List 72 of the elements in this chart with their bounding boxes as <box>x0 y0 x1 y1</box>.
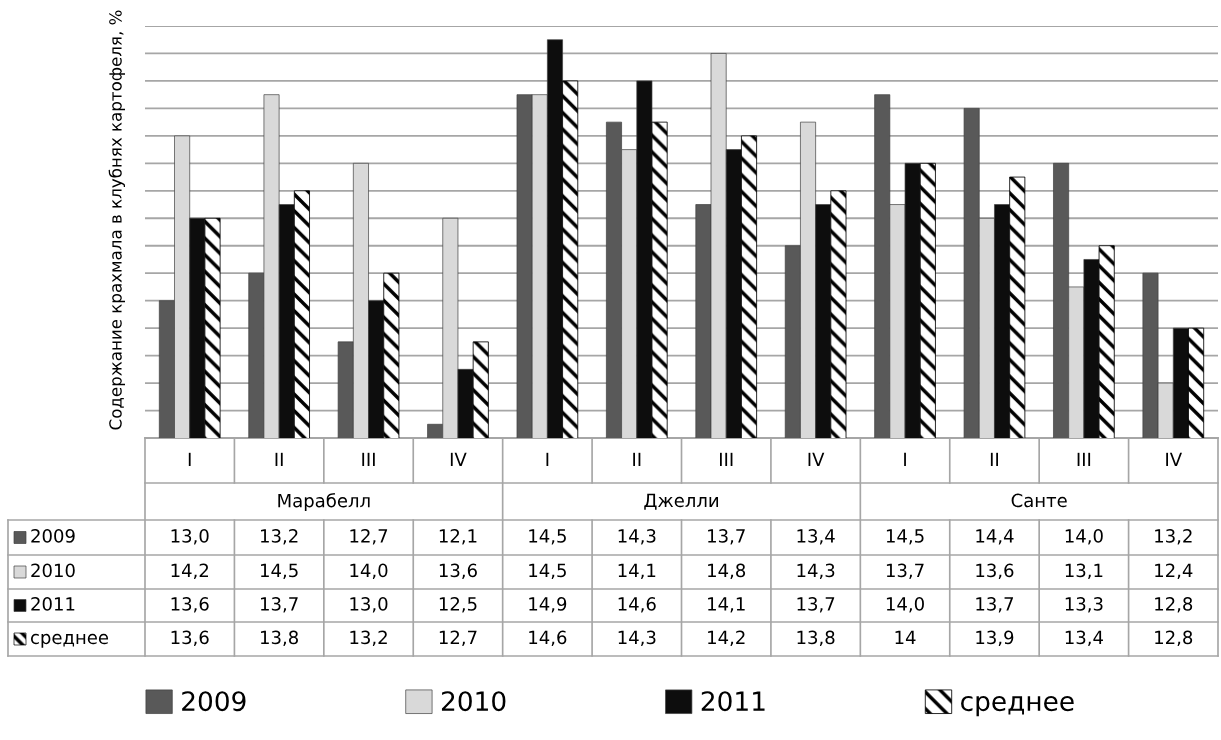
x-tick-label: II <box>633 452 641 466</box>
data-label: 13,7 <box>797 597 835 613</box>
data-label: 14,0 <box>350 563 388 580</box>
data-label: 13,8 <box>797 630 835 647</box>
data-label: 14,8 <box>708 563 746 580</box>
data-label: 12,7 <box>439 630 477 647</box>
data-label: 13,7 <box>708 529 745 545</box>
data-label: 14,3 <box>797 563 835 580</box>
x-tick-label: I <box>546 452 549 466</box>
data-label: 12,5 <box>439 597 477 613</box>
text: 2009 <box>31 529 75 543</box>
data-label: 13,6 <box>171 597 209 613</box>
data-label: 14,6 <box>529 630 567 647</box>
data-label: 14 <box>895 630 916 644</box>
data-label: 12,1 <box>439 529 477 545</box>
x-tick-label: IV <box>808 452 825 466</box>
data-label: 13,1 <box>1065 563 1103 580</box>
data-label: 13,0 <box>171 529 209 545</box>
data-label: 14,5 <box>529 529 566 545</box>
data-label: 13,4 <box>1065 630 1103 647</box>
data-label: 12,8 <box>1155 597 1193 613</box>
data-label: 14,5 <box>529 563 566 580</box>
data-label: 14,5 <box>886 529 924 545</box>
data-label: 13,7 <box>261 597 298 613</box>
x-tick-label: IV <box>450 452 467 466</box>
data-label: 14,4 <box>976 529 1014 545</box>
x-tick-label: III <box>362 452 375 466</box>
text: Марабелл <box>278 493 370 511</box>
data-label: 14,2 <box>171 563 208 580</box>
legend-label: 2010 <box>441 691 506 712</box>
data-label: 12,4 <box>1155 563 1193 580</box>
data-label: 14,3 <box>618 630 656 647</box>
data-label: 13,2 <box>261 529 298 545</box>
y-axis-title: Содержание крахмала в клубнях картофеля, % <box>108 10 125 430</box>
text: Джелли <box>644 493 719 510</box>
data-label: 12,7 <box>350 529 388 545</box>
data-label: 13,0 <box>350 597 388 613</box>
data-label: 13,2 <box>1155 529 1192 545</box>
data-label: 12,8 <box>1155 630 1193 647</box>
x-tick-label: I <box>188 452 191 466</box>
data-label: 13,7 <box>886 563 924 580</box>
x-tick-label: II <box>990 452 999 466</box>
data-label: 13,9 <box>976 630 1014 647</box>
data-label: 13,8 <box>261 630 298 647</box>
text: Санте <box>1011 493 1067 508</box>
data-label: 14,3 <box>618 529 656 545</box>
data-label: 14,0 <box>886 597 924 613</box>
data-label: 13,4 <box>797 529 835 545</box>
legend-label: 2009 <box>182 691 246 712</box>
x-tick-label: IV <box>1166 452 1182 466</box>
legend-label: 2011 <box>701 691 765 712</box>
data-label: 14,1 <box>618 563 656 580</box>
data-label: 14,1 <box>708 597 745 613</box>
text: 2011 <box>31 597 75 611</box>
x-tick-label: I <box>904 452 906 466</box>
data-label: 14,6 <box>618 597 656 613</box>
data-label: 14,9 <box>529 597 567 613</box>
data-label: 13,3 <box>1065 597 1103 613</box>
x-tick-label: II <box>275 452 283 466</box>
data-label: 14,5 <box>261 563 298 580</box>
data-label: 13,6 <box>439 563 477 580</box>
legend-label: среднее <box>961 695 1074 717</box>
text: среднее <box>31 633 109 648</box>
data-label: 13,6 <box>976 563 1014 580</box>
data-label: 13,2 <box>350 630 387 647</box>
data-label: 14,0 <box>1065 529 1103 545</box>
data-label: 13,6 <box>171 630 209 647</box>
x-tick-label: III <box>1077 452 1091 466</box>
data-label: 14,2 <box>708 630 745 647</box>
text: 2010 <box>31 563 75 578</box>
x-tick-label: III <box>719 452 733 466</box>
data-label: 13,7 <box>976 597 1014 613</box>
